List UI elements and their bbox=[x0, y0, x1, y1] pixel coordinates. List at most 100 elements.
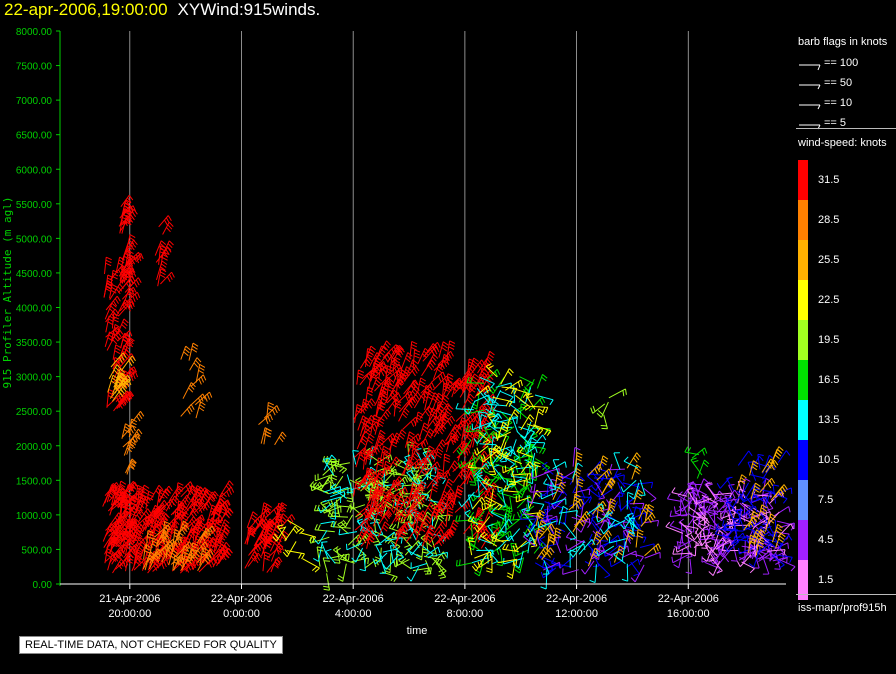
wind-barb bbox=[388, 437, 398, 458]
wind-barb bbox=[395, 499, 405, 520]
wind-barb bbox=[125, 239, 138, 253]
wind-barb bbox=[417, 347, 430, 365]
wind-barb bbox=[437, 350, 454, 366]
wind-barb bbox=[502, 465, 518, 474]
wind-barb bbox=[572, 515, 587, 533]
wind-barb bbox=[387, 344, 402, 363]
wind-barb bbox=[710, 557, 723, 574]
wind-barb bbox=[418, 422, 430, 442]
wind-barb bbox=[765, 459, 779, 473]
wind-barb bbox=[374, 345, 387, 365]
wind-barb bbox=[180, 345, 191, 360]
wind-barb bbox=[595, 481, 606, 500]
wind-barb bbox=[160, 271, 175, 285]
wind-barb bbox=[119, 270, 129, 285]
wind-barb bbox=[180, 404, 195, 417]
wind-barb bbox=[120, 202, 131, 222]
wind-barb bbox=[413, 390, 429, 409]
wind-barb bbox=[391, 345, 404, 359]
wind-barb bbox=[374, 429, 386, 449]
wind-barb bbox=[190, 374, 207, 387]
y-tick-label: 2500.00 bbox=[16, 407, 53, 418]
wind-barb bbox=[189, 357, 202, 371]
wind-barb bbox=[529, 397, 546, 412]
wind-barb bbox=[372, 469, 385, 488]
y-tick-label: 6000.00 bbox=[16, 165, 53, 176]
wind-barb bbox=[360, 398, 370, 414]
y-tick-label: 6500.00 bbox=[16, 131, 53, 142]
wind-barb bbox=[671, 487, 688, 497]
wind-barb bbox=[123, 255, 136, 271]
wind-barb bbox=[452, 440, 468, 454]
wind-barb bbox=[415, 544, 424, 561]
wind-barb bbox=[573, 495, 592, 504]
wind-barb bbox=[749, 460, 759, 476]
wind-barb bbox=[446, 381, 461, 397]
wind-barb bbox=[282, 541, 297, 558]
wind-barb bbox=[622, 521, 631, 541]
wind-barb bbox=[679, 521, 693, 537]
wind-barb bbox=[678, 496, 695, 512]
wind-barb bbox=[392, 373, 408, 390]
wind-barb bbox=[600, 519, 616, 535]
wind-barb bbox=[329, 502, 337, 520]
wind-barb bbox=[644, 551, 661, 559]
wind-barb bbox=[278, 530, 289, 546]
wind-barb bbox=[426, 472, 443, 489]
wind-barb bbox=[191, 516, 205, 532]
wind-barb bbox=[364, 472, 379, 489]
wind-barb bbox=[476, 474, 488, 491]
wind-barb bbox=[350, 502, 366, 510]
wind-barb bbox=[110, 537, 119, 553]
wind-barb bbox=[391, 347, 405, 364]
wind-barb bbox=[380, 392, 388, 409]
wind-barb bbox=[403, 379, 419, 395]
wind-barb bbox=[377, 386, 387, 401]
wind-barb bbox=[746, 512, 761, 520]
wind-barb bbox=[769, 491, 785, 504]
wind-barb bbox=[417, 541, 434, 559]
wind-barb bbox=[182, 508, 199, 525]
wind-barb bbox=[372, 482, 384, 500]
wind-barb bbox=[121, 538, 131, 553]
wind-barb bbox=[590, 469, 601, 485]
wind-barb bbox=[607, 498, 617, 516]
wind-barb bbox=[354, 404, 363, 423]
wind-barb bbox=[563, 522, 577, 541]
wind-barb bbox=[707, 504, 728, 513]
wind-barb bbox=[182, 382, 196, 399]
wind-barb bbox=[773, 554, 793, 563]
wind-barb bbox=[485, 488, 494, 507]
wind-barb bbox=[394, 528, 406, 549]
wind-barb bbox=[541, 515, 558, 524]
wind-barb bbox=[640, 512, 656, 527]
wind-barb bbox=[441, 488, 455, 502]
wind-barb bbox=[109, 384, 125, 399]
wind-barb bbox=[172, 555, 181, 571]
wind-barb bbox=[551, 498, 567, 505]
x-tick-time: 0:00:00 bbox=[223, 608, 260, 620]
wind-barb bbox=[125, 234, 136, 255]
wind-barb bbox=[426, 415, 441, 429]
wind-barb bbox=[365, 386, 374, 406]
wind-barb bbox=[481, 375, 494, 390]
wind-barb bbox=[469, 432, 480, 449]
wind-barb bbox=[516, 430, 530, 448]
wind-barb bbox=[160, 251, 169, 266]
wind-barb bbox=[495, 441, 507, 460]
speed-color-swatch bbox=[798, 320, 808, 360]
speed-scale-label: 22.5 bbox=[818, 294, 840, 306]
wind-barb bbox=[119, 353, 136, 369]
wind-barb bbox=[607, 520, 626, 529]
wind-barb bbox=[757, 504, 768, 520]
wind-barb bbox=[421, 531, 434, 547]
barb-group bbox=[534, 452, 662, 567]
wind-barb bbox=[205, 518, 214, 537]
wind-barb bbox=[334, 461, 348, 474]
wind-barb bbox=[359, 469, 374, 486]
wind-barb bbox=[253, 530, 267, 547]
wind-barb bbox=[534, 408, 545, 427]
wind-barb bbox=[215, 536, 226, 552]
wind-barb bbox=[572, 462, 583, 479]
plot-title: 22-apr-2006,19:00:00 XYWind:915winds. bbox=[4, 0, 320, 20]
